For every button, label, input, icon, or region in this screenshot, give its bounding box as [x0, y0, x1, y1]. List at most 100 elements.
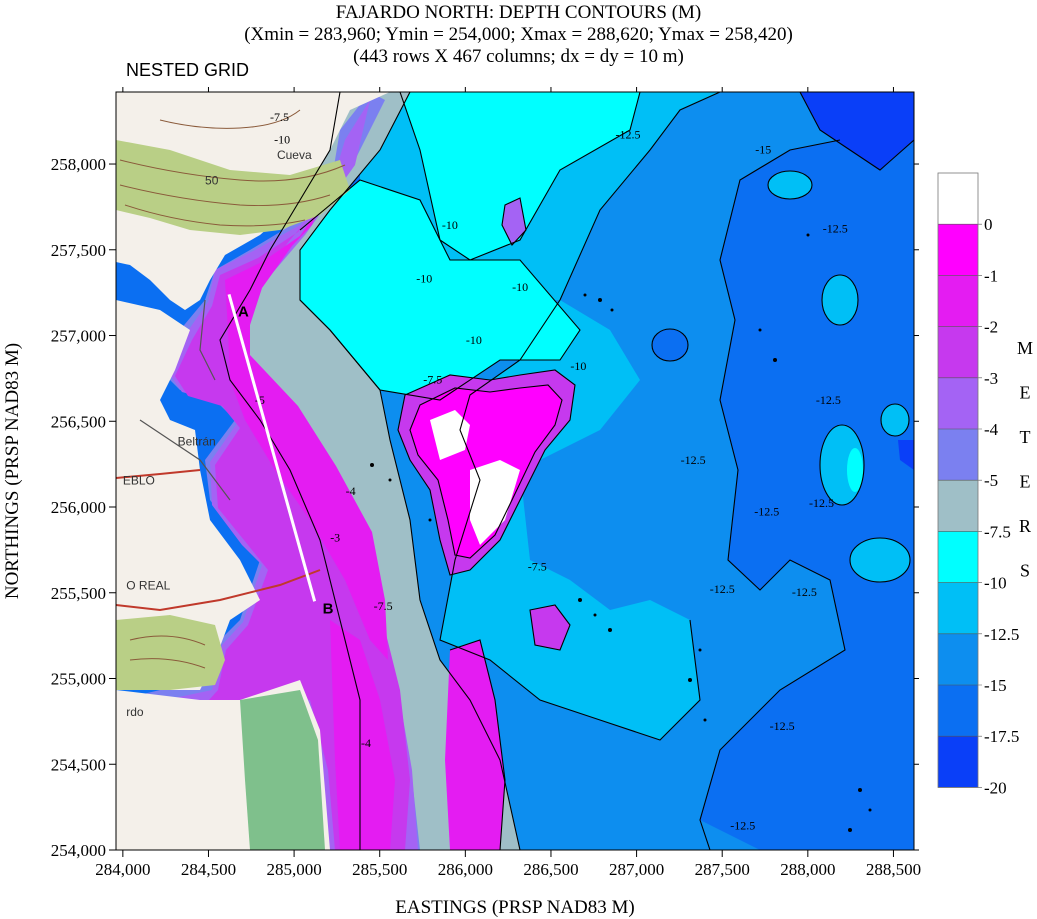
legend-swatch	[938, 685, 978, 737]
legend-unit-letter: M	[1017, 338, 1033, 358]
x-tick-label: 288,000	[780, 860, 835, 879]
legend-unit-letter: E	[1020, 472, 1031, 492]
y-tick-label: 254,500	[51, 755, 106, 774]
contour-label: -10	[466, 333, 482, 347]
basemap-place-label: O REAL	[126, 578, 170, 592]
x-tick-label: 284,500	[181, 860, 236, 879]
contour-label: -12.5	[792, 585, 817, 599]
shoal-patch	[881, 404, 909, 436]
legend-swatch	[938, 736, 978, 788]
reef-islet	[530, 605, 570, 650]
legend-label: -5	[984, 471, 998, 490]
contour-label: -12.5	[754, 505, 779, 519]
x-tick-label: 287,500	[695, 860, 750, 879]
contour-label: -10	[416, 271, 432, 285]
basemap-place-label: 50	[205, 174, 219, 188]
contour-label: -10	[570, 359, 586, 373]
contour-label: -4	[361, 736, 371, 750]
x-tick-label: 288,500	[866, 860, 921, 879]
contour-label: -4	[346, 484, 356, 498]
title-line-3: (443 rows X 467 columns; dx = dy = 10 m)	[353, 46, 684, 67]
legend-unit-letter: S	[1020, 561, 1030, 581]
legend-label: -15	[984, 676, 1007, 695]
legend-label: 0	[984, 215, 993, 234]
road	[199, 299, 216, 381]
contour-label: -12.5	[770, 719, 795, 733]
x-axis-title: EASTINGS (PRSP NAD83 M)	[395, 897, 634, 918]
contour-label: -7.5	[270, 110, 289, 124]
x-axis: 284,000 284,500 285,000 285,500 286,000 286,5…	[95, 87, 921, 879]
legend-unit-letters: M E T E R S	[1017, 338, 1033, 581]
contour-label: -10	[274, 132, 290, 146]
shoal-patch	[822, 275, 858, 325]
contour-label: -12.5	[730, 818, 755, 832]
y-tick-label: 258,000	[51, 155, 106, 174]
contour-label: -12.5	[681, 453, 706, 467]
contour-label: -15	[755, 143, 771, 157]
y-tick-label: 256,000	[51, 498, 106, 517]
reef-islet	[502, 198, 526, 245]
basemap-place-label: EBLO	[123, 474, 155, 488]
contour-label: -12.5	[710, 582, 735, 596]
contour-label: -12.5	[616, 127, 641, 141]
contour-label: -12.5	[816, 393, 841, 407]
contour-label: -10	[512, 280, 528, 294]
contour-label: -3	[330, 530, 340, 544]
y-tick-label: 257,000	[51, 327, 106, 346]
legend-label: -1	[984, 266, 998, 285]
water-band-minus1	[225, 210, 395, 850]
x-tick-label: 287,000	[609, 860, 664, 879]
shoal-patch	[847, 448, 863, 492]
y-tick-label: 255,500	[51, 584, 106, 603]
contour-label: -7.5	[374, 599, 393, 613]
title-line-1: FAJARDO NORTH: DEPTH CONTOURS (M)	[335, 2, 702, 23]
topo-contour-line	[159, 109, 301, 129]
x-tick-label: 286,500	[523, 860, 578, 879]
y-axis-title: NORTHINGS (PRSP NAD83 M)	[2, 343, 23, 599]
legend-label: -4	[984, 420, 999, 439]
topo-contour-line	[129, 658, 206, 669]
shoal-patch	[850, 538, 910, 582]
map-plot-area	[116, 92, 914, 850]
legend-frame	[937, 172, 979, 788]
legend-label: -20	[984, 778, 1007, 797]
water-band-minus17-5	[898, 440, 914, 470]
legend-unit-letter: T	[1020, 427, 1031, 447]
water-band-minus5	[220, 92, 520, 850]
title-line-2: (Xmin = 283,960; Ymin = 254,000; Xmax = …	[244, 24, 793, 45]
legend-label: -7.5	[984, 522, 1011, 541]
legend-unit-letter: E	[1020, 383, 1031, 403]
contour-label: -12.5	[823, 222, 848, 236]
legend-label: -12.5	[984, 625, 1019, 644]
topo-vegetation	[116, 140, 350, 235]
shoal-patch	[768, 171, 812, 199]
y-tick-label: 257,500	[51, 241, 106, 260]
contour-lines	[219, 92, 914, 850]
reef-dot-scatter	[370, 233, 872, 832]
legend-swatch	[938, 531, 978, 583]
color-legend: 0 -1 -2 -3 -4 -5 -7.5 -10 -12.5 -15 -17.5 -20	[937, 172, 1019, 797]
legend-unit-letter: R	[1019, 516, 1031, 536]
topo-contour-line	[124, 204, 306, 227]
legend-swatch	[938, 326, 978, 378]
road	[139, 419, 231, 501]
contour-label: -10	[442, 218, 458, 232]
y-axis: 254,000 254,500 255,000 255,500 256,000 256,5…	[51, 155, 919, 860]
contour-label: -7.5	[423, 373, 442, 387]
x-tick-label: 285,000	[266, 860, 321, 879]
island-land	[430, 410, 520, 545]
legend-label: -3	[984, 369, 998, 388]
water-band-minus17-5	[800, 92, 914, 170]
topo-vegetation	[116, 615, 225, 690]
grid-subtitle: NESTED GRID	[126, 60, 250, 80]
y-tick-label: 255,000	[51, 670, 106, 689]
legend-swatch	[938, 582, 978, 634]
legend-label: -17.5	[984, 727, 1019, 746]
legend-swatch	[938, 224, 978, 276]
plot-frame	[115, 91, 915, 851]
x-tick-label: 286,000	[438, 860, 493, 879]
legend-swatch	[938, 275, 978, 327]
basemap-label-layer: Beltrán O REAL Cueva 50 EBLO rdo	[123, 148, 312, 719]
reef-ridge	[445, 640, 505, 850]
